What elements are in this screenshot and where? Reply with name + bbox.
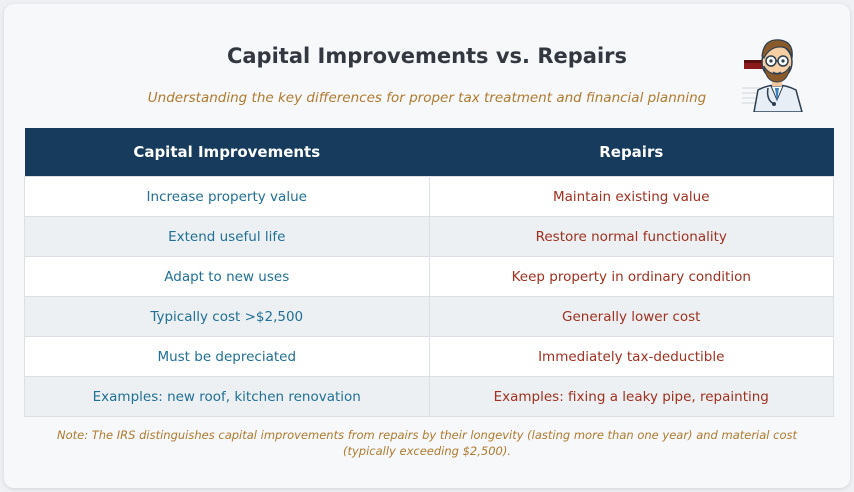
table-row: Adapt to new uses Keep property in ordin… (24, 256, 834, 297)
column-header-repairs: Repairs (429, 128, 834, 177)
page-title: Capital Improvements vs. Repairs (226, 44, 628, 68)
page-subtitle: Understanding the key differences for pr… (147, 90, 707, 106)
table-row: Increase property value Maintain existin… (24, 176, 834, 217)
repair-cell: Examples: fixing a leaky pipe, repaintin… (428, 376, 834, 417)
column-header-capital: Capital Improvements (24, 128, 429, 177)
comparison-table: Capital Improvements Repairs Increase pr… (24, 128, 834, 417)
capital-cell: Must be depreciated (24, 336, 430, 377)
table-row: Must be depreciated Immediately tax-dedu… (24, 336, 834, 377)
footnote: Note: The IRS distinguishes capital impr… (56, 428, 797, 458)
capital-cell: Examples: new roof, kitchen renovation (24, 376, 430, 417)
table-row: Examples: new roof, kitchen renovation E… (24, 376, 834, 417)
repair-cell: Keep property in ordinary condition (428, 256, 834, 297)
repair-cell: Immediately tax-deductible (428, 336, 834, 377)
capital-cell: Increase property value (24, 176, 430, 217)
capital-cell: Typically cost >$2,500 (24, 296, 430, 337)
capital-cell: Adapt to new uses (24, 256, 430, 297)
table-header-row: Capital Improvements Repairs (24, 128, 834, 177)
repair-cell: Restore normal functionality (428, 216, 834, 257)
capital-cell: Extend useful life (24, 216, 430, 257)
table-row: Extend useful life Restore normal functi… (24, 216, 834, 257)
doctor-avatar-icon (742, 39, 803, 112)
repair-cell: Generally lower cost (428, 296, 834, 337)
table-row: Typically cost >$2,500 Generally lower c… (24, 296, 834, 337)
repair-cell: Maintain existing value (428, 176, 834, 217)
